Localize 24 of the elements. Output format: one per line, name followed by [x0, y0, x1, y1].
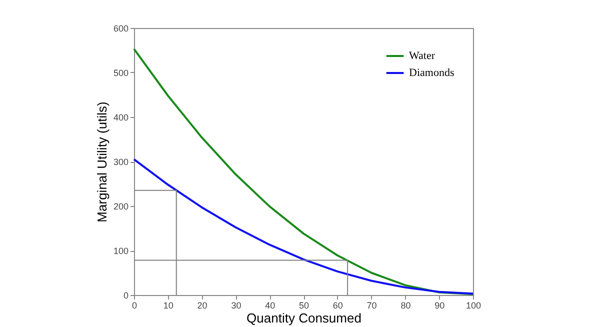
y-tick-label: 600 — [113, 24, 128, 34]
x-tick-label: 100 — [466, 300, 482, 310]
x-tick-label: 40 — [265, 300, 276, 310]
x-tick-label: 50 — [298, 300, 310, 310]
x-tick-label: 80 — [400, 300, 411, 310]
y-tick-label: 400 — [113, 112, 128, 122]
y-axis-title: Marginal Utility (utils) — [94, 102, 110, 222]
line-series — [133, 48, 474, 296]
legend-label: Diamonds — [409, 67, 454, 79]
x-tick-label: 30 — [231, 300, 242, 310]
x-tick-label: 90 — [434, 300, 445, 310]
x-tick-label: 20 — [197, 300, 208, 310]
legend-label: Water — [409, 50, 436, 62]
x-tick-label: 0 — [132, 300, 138, 310]
x-axis-title: Quantity Consumed — [246, 310, 362, 326]
line-series — [133, 158, 474, 295]
y-tick-label: 500 — [113, 68, 128, 78]
y-tick-label: 300 — [113, 157, 128, 167]
x-tick-label: 70 — [366, 300, 377, 310]
y-tick-label: 100 — [113, 246, 128, 256]
x-tick-label: 60 — [332, 300, 343, 310]
y-tick-label: 0 — [123, 290, 128, 300]
y-tick-label: 200 — [113, 202, 128, 212]
x-tick-label: 10 — [163, 300, 174, 310]
